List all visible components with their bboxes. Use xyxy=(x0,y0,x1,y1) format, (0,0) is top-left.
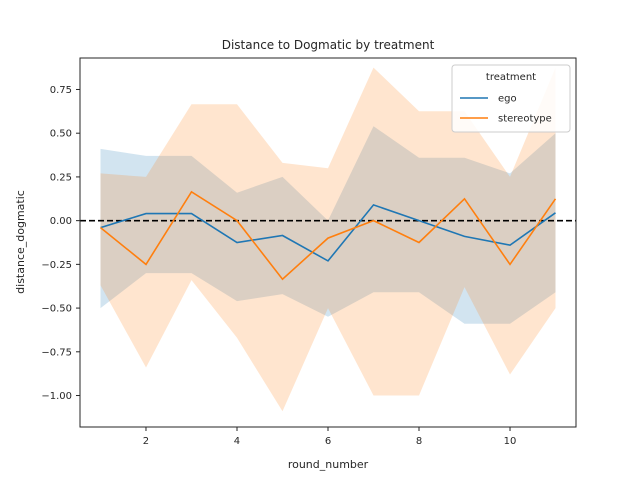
x-tick-label: 4 xyxy=(234,436,240,447)
y-axis-label: distance_dogmatic xyxy=(14,190,27,294)
x-tick-label: 8 xyxy=(416,436,422,447)
y-tick-label: 0.25 xyxy=(50,172,72,183)
series-line-ego xyxy=(100,203,556,262)
legend-box xyxy=(451,64,571,133)
axes: 2 4 6 8 10 0.75 0.50 0.25 0.00 −0.25 −0.50 −0.75 −1.… xyxy=(41,57,577,447)
x-tick-label: 6 xyxy=(325,436,331,447)
y-tick-label: 0.00 xyxy=(50,216,72,227)
x-tick-label: 2 xyxy=(143,436,149,447)
plot-area xyxy=(80,67,576,412)
y-tick-label: −0.25 xyxy=(41,260,72,271)
y-tick-label: −0.75 xyxy=(41,347,72,358)
x-axis-label: round_number xyxy=(288,458,369,471)
legend-label-ego: ego xyxy=(498,94,517,105)
ci-band-stereotype xyxy=(100,67,556,412)
chart-title: Distance to Dogmatic by treatment xyxy=(222,38,435,52)
legend: treatment ego stereotype xyxy=(451,64,571,133)
legend-title: treatment xyxy=(486,72,536,83)
y-tick-label: 0.75 xyxy=(50,85,72,96)
ci-band-ego xyxy=(100,126,556,324)
y-tick-label: −1.00 xyxy=(41,391,72,402)
series-line-stereotype xyxy=(99,190,557,281)
y-tick-label: −0.50 xyxy=(41,304,72,315)
x-tick-label: 10 xyxy=(504,436,517,447)
y-tick-label: 0.50 xyxy=(50,129,72,140)
legend-label-stereotype: stereotype xyxy=(498,114,552,125)
